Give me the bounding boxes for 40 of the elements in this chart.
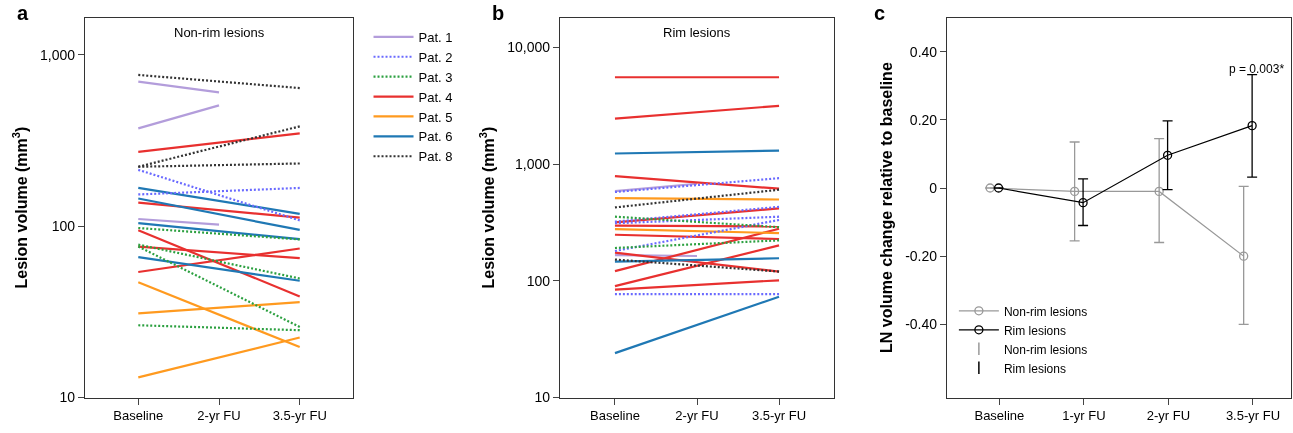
- legend-label: Pat. 5: [418, 109, 453, 125]
- y-tick-label: 0.40: [909, 43, 938, 60]
- text: Rim lesions: [1003, 361, 1066, 376]
- x-tick-label: 3.5-yr FU: [751, 408, 807, 424]
- y-tick-label: 1,000: [515, 155, 551, 172]
- x-tick-label: Baseline: [113, 408, 164, 424]
- legend-label: Pat. 8: [418, 149, 453, 165]
- y-tick-label: -0.20: [905, 248, 938, 265]
- x-tick-label: Baseline: [590, 408, 640, 424]
- y-tick-label: 100: [51, 218, 76, 235]
- chart-title: c: [874, 2, 886, 24]
- y-tick-label: 0.20: [909, 111, 938, 128]
- x-tick-label: 3.5-yr FU: [1225, 408, 1281, 424]
- x-tick-label: 2-yr FU: [1146, 408, 1191, 424]
- legend-label: Pat. 2: [418, 49, 453, 65]
- x-tick-label: 1-yr FU: [1062, 408, 1106, 424]
- y-tick-label: 1,000: [40, 46, 76, 63]
- x-tick-label: Baseline: [974, 408, 1025, 424]
- x-tick-label: 2-yr FU: [197, 408, 241, 424]
- legend-label: Pat. 6: [418, 129, 453, 145]
- chart-title: b: [492, 2, 505, 24]
- legend-label: Pat. 1: [418, 29, 453, 45]
- text: Non-rim lesions: [174, 25, 265, 40]
- y-tick-label: 100: [526, 272, 551, 289]
- legend-label: Non-rim lesions: [1003, 304, 1088, 319]
- y-tick-label: 0: [929, 179, 938, 196]
- y-tick-label: 10: [59, 389, 76, 406]
- text: Non-rim lesions: [1003, 342, 1088, 357]
- legend-label: Rim lesions: [1003, 323, 1066, 338]
- legend-label: Pat. 4: [418, 89, 453, 105]
- legend-label: Pat. 3: [418, 69, 453, 85]
- y-tick-label: 10,000: [507, 39, 551, 56]
- y-tick-label: -0.40: [905, 316, 938, 333]
- annotation: p = 0.003*: [1229, 62, 1285, 76]
- text: Rim lesions: [663, 25, 731, 40]
- y-axis-title: LN volume change relative to baseline: [878, 62, 896, 353]
- chart-title: a: [17, 2, 29, 24]
- x-tick-label: 3.5-yr FU: [272, 408, 327, 424]
- y-tick-label: 10: [534, 389, 551, 406]
- x-tick-label: 2-yr FU: [675, 408, 719, 424]
